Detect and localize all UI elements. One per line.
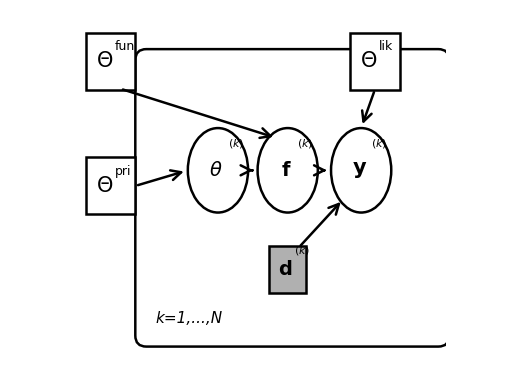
Text: k=1,...,N: k=1,...,N [156, 312, 223, 326]
Text: $\mathbf{f}$: $\mathbf{f}$ [281, 161, 292, 180]
Text: $\Theta$: $\Theta$ [361, 51, 378, 71]
Text: $\Theta$: $\Theta$ [96, 176, 113, 196]
FancyBboxPatch shape [350, 33, 400, 90]
Ellipse shape [331, 128, 391, 212]
Ellipse shape [188, 128, 248, 212]
Text: $(k)$: $(k)$ [228, 137, 244, 150]
Text: lik: lik [379, 40, 393, 53]
Text: $(k)$: $(k)$ [372, 137, 388, 150]
FancyBboxPatch shape [269, 246, 306, 293]
Text: $\mathbf{d}$: $\mathbf{d}$ [278, 260, 292, 279]
FancyBboxPatch shape [86, 158, 135, 214]
Text: pri: pri [114, 165, 131, 178]
Ellipse shape [258, 128, 318, 212]
Text: $(k)$: $(k)$ [294, 243, 311, 257]
FancyBboxPatch shape [86, 33, 135, 90]
Text: $(k)$: $(k)$ [297, 137, 313, 150]
Text: fun: fun [114, 40, 135, 53]
FancyBboxPatch shape [135, 49, 449, 347]
Text: $\Theta$: $\Theta$ [96, 51, 113, 71]
Text: $\theta$: $\theta$ [209, 161, 223, 180]
Text: $\mathbf{y}$: $\mathbf{y}$ [353, 160, 368, 180]
